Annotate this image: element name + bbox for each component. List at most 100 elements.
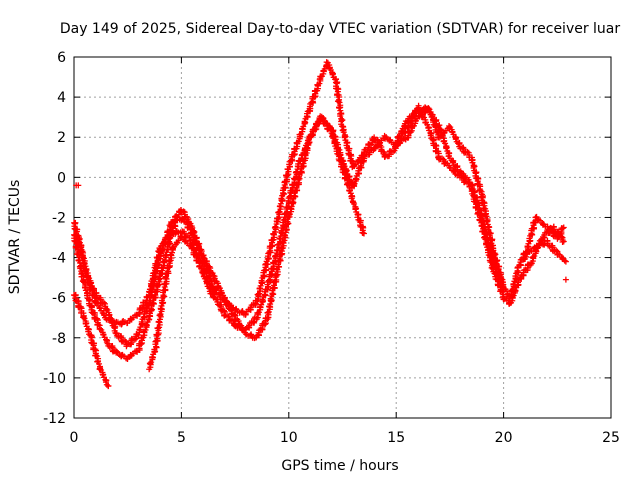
data-point bbox=[272, 223, 279, 230]
data-point bbox=[131, 336, 138, 343]
data-point bbox=[562, 258, 569, 265]
data-point bbox=[166, 258, 173, 265]
data-point bbox=[203, 280, 210, 287]
data-point bbox=[289, 198, 296, 205]
data-point bbox=[96, 360, 103, 367]
data-point bbox=[97, 325, 104, 332]
data-point bbox=[81, 279, 88, 286]
data-point bbox=[562, 276, 569, 283]
data-point bbox=[267, 295, 274, 302]
data-point bbox=[205, 268, 212, 275]
data-point bbox=[138, 318, 145, 325]
data-point bbox=[103, 305, 110, 312]
data-point bbox=[192, 251, 199, 258]
data-point bbox=[154, 282, 161, 289]
data-point bbox=[296, 131, 303, 138]
data-point bbox=[92, 352, 99, 359]
data-point bbox=[278, 195, 285, 202]
y-tick-label: 2 bbox=[57, 130, 66, 146]
y-tick-label: -4 bbox=[52, 251, 66, 267]
data-point bbox=[476, 216, 483, 223]
data-point bbox=[500, 284, 507, 291]
data-points bbox=[71, 59, 569, 390]
data-point bbox=[560, 238, 567, 245]
data-point bbox=[284, 172, 291, 179]
data-point bbox=[285, 212, 292, 219]
data-point bbox=[273, 272, 280, 279]
data-point bbox=[114, 348, 121, 355]
data-point bbox=[475, 210, 482, 217]
data-point bbox=[275, 242, 282, 249]
data-point bbox=[288, 203, 295, 210]
data-point bbox=[337, 113, 344, 120]
x-tick-label: 25 bbox=[602, 430, 620, 446]
axis-ticks: 0 5 10 15 20 25 -12 -10 -8 -6 -4 -2 0 2 4 6 bbox=[43, 50, 620, 446]
data-point bbox=[341, 163, 348, 170]
data-point bbox=[77, 265, 84, 272]
data-point bbox=[273, 247, 280, 254]
data-point bbox=[100, 299, 107, 306]
x-tick-label: 15 bbox=[387, 430, 405, 446]
data-point bbox=[348, 195, 355, 202]
y-tick-label: -12 bbox=[43, 411, 66, 427]
data-point bbox=[278, 227, 285, 234]
data-point bbox=[442, 140, 449, 147]
data-point bbox=[105, 382, 112, 389]
data-point bbox=[446, 123, 453, 130]
y-tick-label: -6 bbox=[52, 291, 66, 307]
data-point bbox=[559, 225, 566, 232]
data-point bbox=[264, 261, 271, 268]
data-point bbox=[108, 319, 115, 326]
data-point bbox=[79, 254, 86, 261]
data-point bbox=[430, 119, 437, 126]
data-point bbox=[327, 124, 334, 131]
data-point bbox=[180, 208, 187, 215]
chart-title: Day 149 of 2025, Sidereal Day-to-day VTE… bbox=[60, 21, 621, 37]
y-tick-label: 0 bbox=[57, 170, 66, 186]
data-point bbox=[523, 248, 530, 255]
data-point bbox=[254, 310, 261, 317]
data-point bbox=[264, 309, 271, 316]
data-point bbox=[210, 294, 217, 301]
data-point bbox=[187, 242, 194, 249]
x-tick-label: 5 bbox=[177, 430, 186, 446]
y-tick-label: -10 bbox=[43, 371, 66, 387]
data-point bbox=[159, 245, 166, 252]
data-point bbox=[359, 152, 366, 159]
data-point bbox=[301, 118, 308, 125]
data-point bbox=[254, 291, 261, 298]
data-point bbox=[170, 219, 177, 226]
data-point bbox=[560, 224, 567, 231]
data-point bbox=[340, 129, 347, 136]
y-tick-label: -2 bbox=[52, 210, 66, 226]
data-point bbox=[155, 325, 162, 332]
y-tick-label: 4 bbox=[57, 90, 66, 106]
data-point bbox=[75, 182, 82, 189]
data-point bbox=[498, 275, 505, 282]
data-point bbox=[83, 292, 90, 299]
x-tick-label: 10 bbox=[280, 430, 298, 446]
data-point bbox=[121, 337, 128, 344]
y-tick-label: 6 bbox=[57, 50, 66, 66]
data-point bbox=[256, 327, 263, 334]
y-axis-label: SDTVAR / TECUs bbox=[7, 180, 23, 295]
data-point bbox=[85, 328, 92, 335]
data-point bbox=[138, 341, 145, 348]
data-point bbox=[198, 265, 205, 272]
data-point bbox=[262, 321, 269, 328]
data-point bbox=[510, 292, 517, 299]
data-point bbox=[464, 148, 471, 155]
data-point bbox=[275, 209, 282, 216]
y-tick-label: -8 bbox=[52, 331, 66, 347]
data-point bbox=[348, 157, 355, 164]
x-axis-label: GPS time / hours bbox=[281, 458, 398, 474]
x-tick-label: 0 bbox=[70, 430, 79, 446]
data-point bbox=[258, 277, 265, 284]
data-point bbox=[200, 254, 207, 261]
data-point bbox=[317, 73, 324, 80]
data-point bbox=[190, 230, 197, 237]
data-point bbox=[81, 315, 88, 322]
data-point bbox=[199, 269, 206, 276]
data-point bbox=[553, 247, 560, 254]
